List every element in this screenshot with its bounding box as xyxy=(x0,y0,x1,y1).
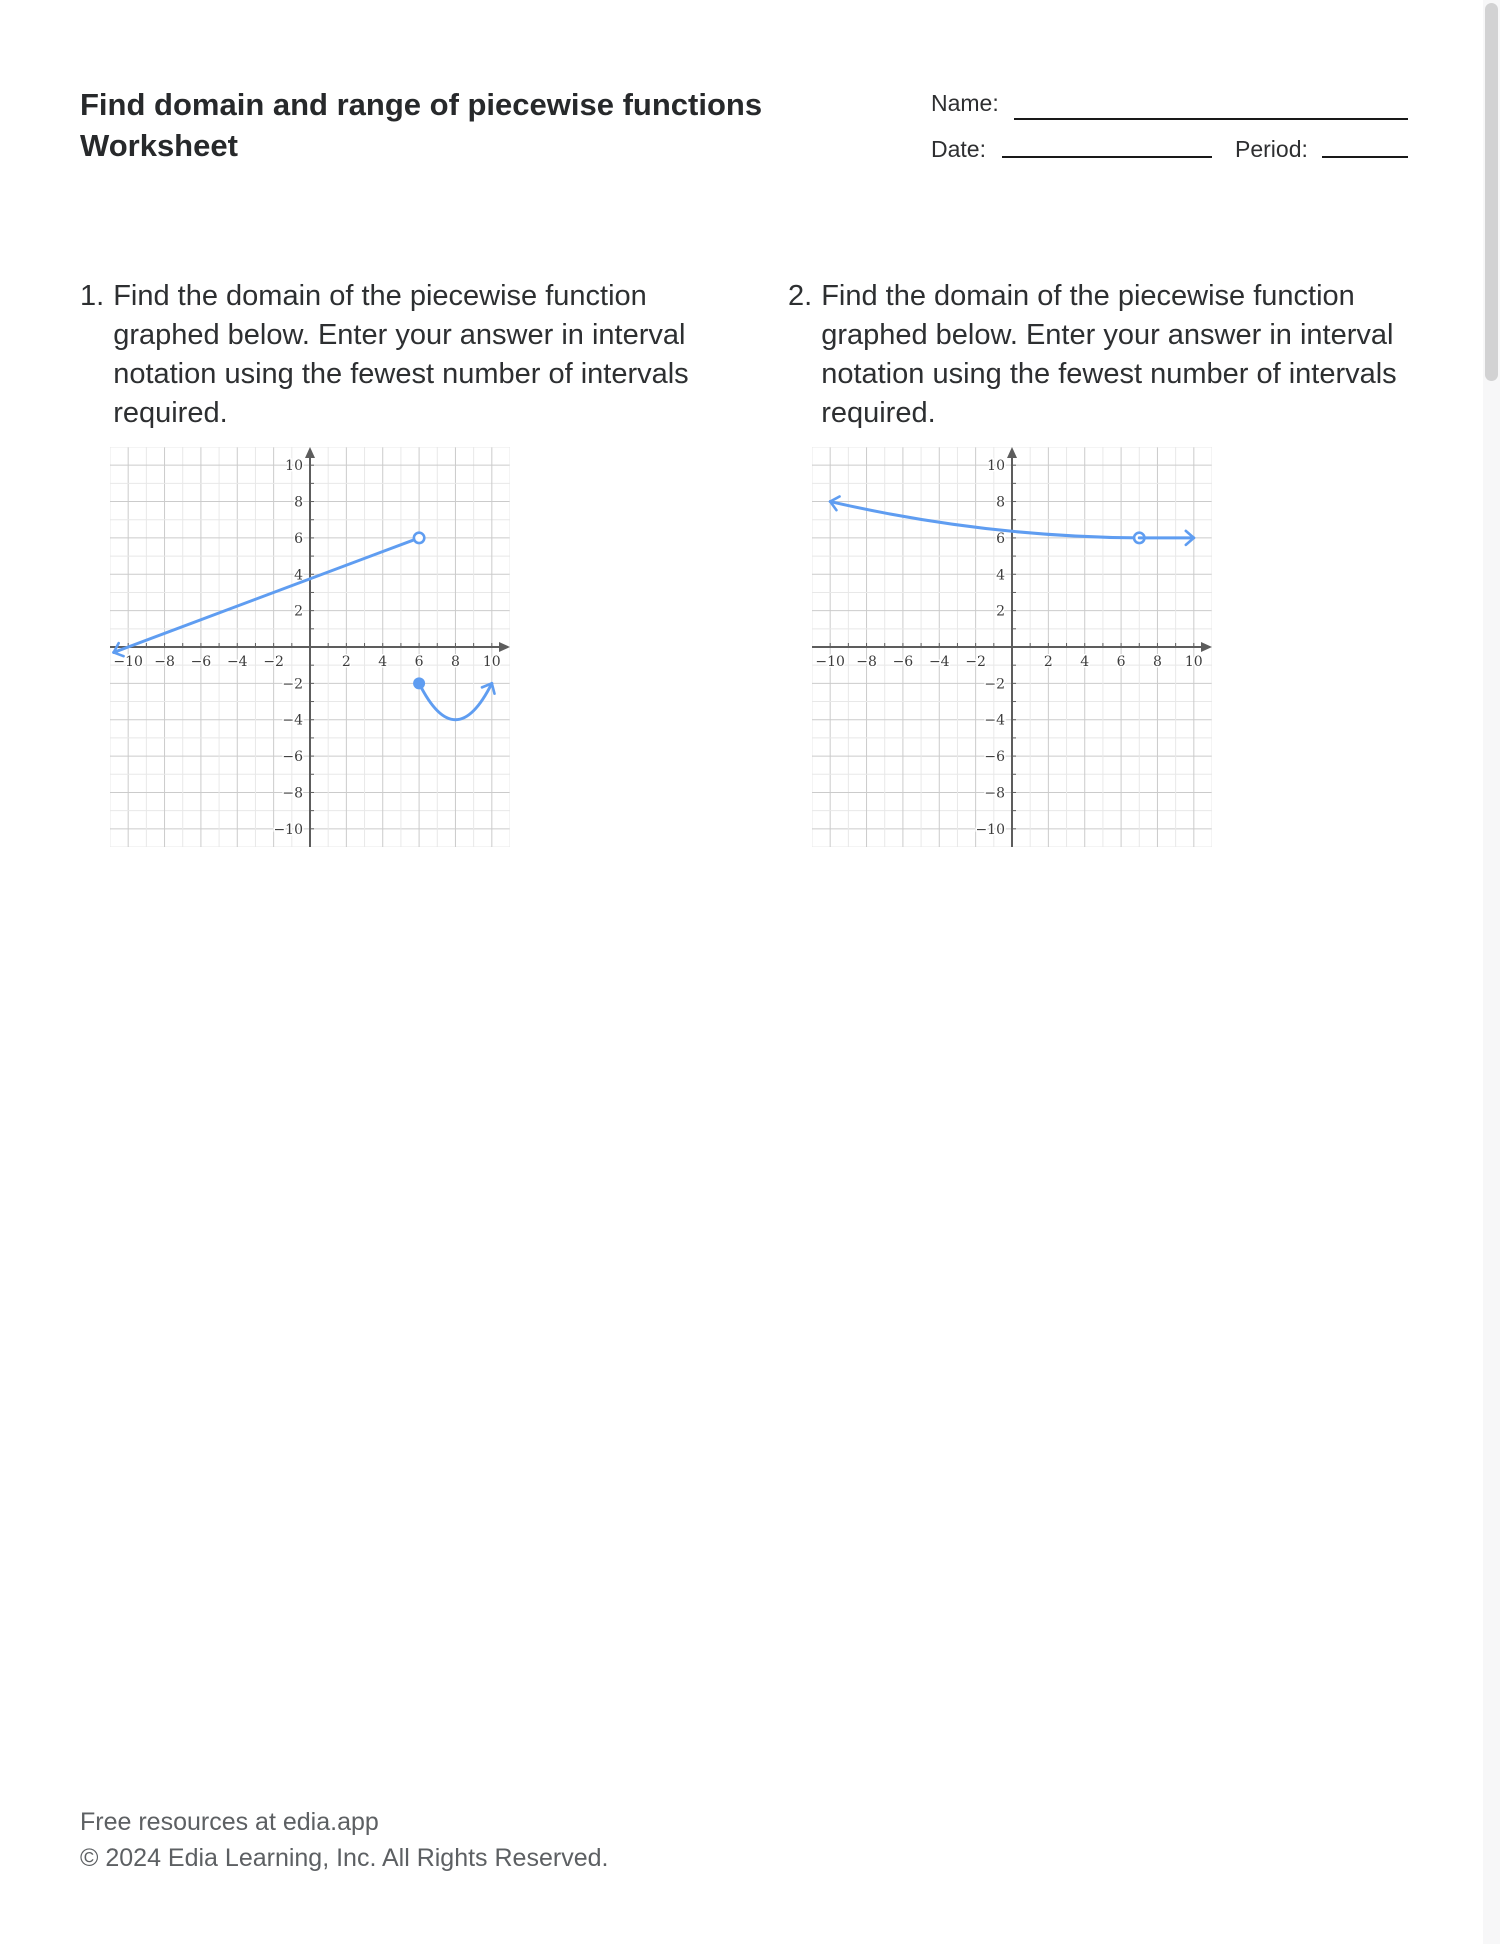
problem-1-number: 1. xyxy=(80,280,105,312)
x-tick-label: 2 xyxy=(342,654,351,670)
x-tick-label: 6 xyxy=(415,654,424,670)
x-tick-label: 10 xyxy=(1185,654,1203,670)
function-pieces xyxy=(828,495,1196,547)
x-tick-label: 8 xyxy=(451,654,460,670)
graph-piece-line xyxy=(112,536,421,658)
tick-labels: −10 −10 −8 −8 −6 −6 −4 −4 −2 −2 2 2 4 4 6 6 8 8 10 10 xyxy=(814,457,1204,840)
y-tick-label: 4 xyxy=(294,567,303,583)
footer-line-2: © 2024 Edia Learning, Inc. All Rights Re… xyxy=(80,1844,609,1872)
x-tick-label: 2 xyxy=(1044,654,1053,670)
x-tick-label: −2 xyxy=(263,654,284,670)
x-tick-label: −8 xyxy=(856,654,877,670)
x-tick-label: 4 xyxy=(378,654,387,670)
x-tick-label: −6 xyxy=(893,654,914,670)
problem-2-line-1: Find the domain of the piecewise functio… xyxy=(821,280,1355,312)
y-tick-label: −4 xyxy=(984,713,1005,729)
x-tick-label: 10 xyxy=(483,654,501,670)
y-tick-label: 6 xyxy=(996,531,1005,547)
y-tick-label: −6 xyxy=(984,749,1005,765)
date-label: Date: xyxy=(931,136,986,162)
graph-1: −10 −10 −8 −8 −6 −6 −4 −4 −2 −2 2 2 4 4 6 6 8 8 10 10 xyxy=(109,446,511,848)
x-axis-arrow-icon xyxy=(499,642,510,652)
open-endpoint xyxy=(412,531,426,545)
date-field-line xyxy=(1002,156,1212,158)
scrollbar-track[interactable] xyxy=(1483,0,1500,1944)
x-tick-label: 4 xyxy=(1080,654,1089,670)
problem-2-line-2: graphed below. Enter your answer in inte… xyxy=(821,319,1394,351)
x-tick-label: −10 xyxy=(815,654,845,670)
worksheet-title: Find domain and range of piecewise funct… xyxy=(80,84,762,166)
axes xyxy=(812,447,1212,847)
problem-1-line-3: notation using the fewest number of inte… xyxy=(113,358,689,390)
y-tick-label: −4 xyxy=(282,713,303,729)
period-field-line xyxy=(1322,156,1408,158)
x-tick-label: −10 xyxy=(113,654,143,670)
y-tick-label: 6 xyxy=(294,531,303,547)
problem-1-line-4: required. xyxy=(113,397,228,429)
name-label: Name: xyxy=(931,90,999,116)
y-tick-label: −8 xyxy=(984,785,1005,801)
problem-2: 2. Find the domain of the piecewise func… xyxy=(788,277,1397,433)
tick-labels: −10 −10 −8 −8 −6 −6 −4 −4 −2 −2 2 2 4 4 6 6 8 8 10 10 xyxy=(112,457,502,840)
graph-1-svg: −10 −10 −8 −8 −6 −6 −4 −4 −2 −2 2 2 4 4 6 6 8 8 10 10 xyxy=(109,446,511,848)
graph-piece-parabola xyxy=(417,681,496,722)
name-field-line xyxy=(1014,118,1408,120)
x-tick-label: −4 xyxy=(227,654,248,670)
problem-2-number: 2. xyxy=(788,280,813,312)
graph-2: −10 −10 −8 −8 −6 −6 −4 −4 −2 −2 2 2 4 4 6 6 8 8 10 10 xyxy=(811,446,1213,848)
x-tick-label: 8 xyxy=(1153,654,1162,670)
problem-1-text: Find the domain of the piecewise functio… xyxy=(113,277,689,433)
problem-1: 1. Find the domain of the piecewise func… xyxy=(80,277,689,433)
scrollbar-thumb[interactable] xyxy=(1485,3,1498,381)
problem-2-line-4: required. xyxy=(821,397,936,429)
x-axis-arrow-icon xyxy=(1201,642,1212,652)
problem-2-line-3: notation using the fewest number of inte… xyxy=(821,358,1397,390)
x-tick-label: −8 xyxy=(154,654,175,670)
y-tick-label: 10 xyxy=(987,458,1005,474)
worksheet-title-line2: Worksheet xyxy=(80,128,238,163)
y-tick-label: 8 xyxy=(996,495,1005,511)
problem-2-text: Find the domain of the piecewise functio… xyxy=(821,277,1397,433)
y-tick-label: −2 xyxy=(984,676,1005,692)
period-label: Period: xyxy=(1235,136,1308,162)
worksheet-title-line1: Find domain and range of piecewise funct… xyxy=(80,87,763,122)
graph-piece-curve xyxy=(828,495,1141,540)
axes xyxy=(110,447,510,847)
y-axis-arrow-icon xyxy=(305,447,315,458)
graph-2-svg: −10 −10 −8 −8 −6 −6 −4 −4 −2 −2 2 2 4 4 6 6 8 8 10 10 xyxy=(811,446,1213,848)
y-tick-label: −10 xyxy=(273,822,303,838)
y-axis-arrow-icon xyxy=(1007,447,1017,458)
footer: Free resources at edia.app © 2024 Edia L… xyxy=(80,1804,608,1876)
x-tick-label: −4 xyxy=(929,654,950,670)
x-tick-label: 6 xyxy=(1117,654,1126,670)
footer-line-1: Free resources at edia.app xyxy=(80,1808,379,1836)
function-pieces xyxy=(112,531,496,722)
y-tick-label: 2 xyxy=(294,604,303,620)
student-info-fields: Name: Date: Period: xyxy=(931,90,1410,174)
x-tick-label: −6 xyxy=(191,654,212,670)
y-tick-label: 4 xyxy=(996,567,1005,583)
x-tick-label: −2 xyxy=(965,654,986,670)
y-tick-label: −2 xyxy=(282,676,303,692)
y-tick-label: 2 xyxy=(996,604,1005,620)
problem-1-line-1: Find the domain of the piecewise functio… xyxy=(113,280,647,312)
y-tick-label: 8 xyxy=(294,495,303,511)
problem-1-line-2: graphed below. Enter your answer in inte… xyxy=(113,319,686,351)
y-tick-label: −8 xyxy=(282,785,303,801)
y-tick-label: −10 xyxy=(975,822,1005,838)
y-tick-label: 10 xyxy=(285,458,303,474)
closed-endpoint xyxy=(413,677,426,690)
y-tick-label: −6 xyxy=(282,749,303,765)
